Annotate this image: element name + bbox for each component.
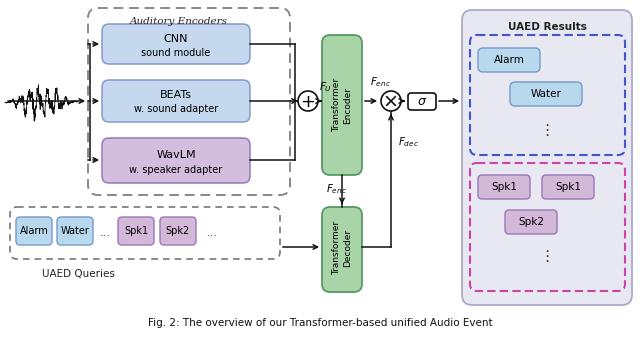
Text: Water: Water <box>531 89 561 99</box>
Text: $F_{enc}$: $F_{enc}$ <box>326 182 347 196</box>
Text: Transformer
Encoder: Transformer Encoder <box>332 78 352 132</box>
Text: Auditory Encoders: Auditory Encoders <box>130 17 228 26</box>
Text: UAED Queries: UAED Queries <box>42 269 115 279</box>
Text: Fig. 2: The overview of our Transformer-based unified Audio Event: Fig. 2: The overview of our Transformer-… <box>148 318 492 328</box>
Text: Water: Water <box>61 226 90 236</box>
Text: $F_U$: $F_U$ <box>319 80 332 94</box>
Text: ⋮: ⋮ <box>540 250 555 264</box>
FancyBboxPatch shape <box>102 138 250 183</box>
FancyBboxPatch shape <box>542 175 594 199</box>
FancyBboxPatch shape <box>510 82 582 106</box>
FancyBboxPatch shape <box>478 48 540 72</box>
Text: Alarm: Alarm <box>493 55 524 65</box>
FancyBboxPatch shape <box>462 10 632 305</box>
Text: Spk1: Spk1 <box>491 182 517 192</box>
Circle shape <box>298 91 318 111</box>
Text: sound module: sound module <box>141 48 211 58</box>
FancyBboxPatch shape <box>16 217 52 245</box>
Text: Spk2: Spk2 <box>518 217 544 227</box>
Text: Alarm: Alarm <box>20 226 49 236</box>
Text: Transformer
Decoder: Transformer Decoder <box>332 221 352 275</box>
FancyBboxPatch shape <box>322 207 362 292</box>
FancyBboxPatch shape <box>102 80 250 122</box>
Text: w. speaker adapter: w. speaker adapter <box>129 165 223 175</box>
FancyBboxPatch shape <box>118 217 154 245</box>
Text: ...: ... <box>100 228 111 238</box>
Text: WavLM: WavLM <box>156 150 196 160</box>
FancyBboxPatch shape <box>102 24 250 64</box>
Text: +: + <box>301 93 316 111</box>
Text: UAED Results: UAED Results <box>508 22 586 32</box>
Text: w. sound adapter: w. sound adapter <box>134 104 218 114</box>
Text: ...: ... <box>207 228 218 238</box>
Text: $\sigma$: $\sigma$ <box>417 95 427 108</box>
FancyBboxPatch shape <box>478 175 530 199</box>
Text: Spk2: Spk2 <box>166 226 190 236</box>
FancyBboxPatch shape <box>408 93 436 110</box>
FancyBboxPatch shape <box>322 35 362 175</box>
Circle shape <box>381 91 401 111</box>
FancyBboxPatch shape <box>57 217 93 245</box>
Text: Spk1: Spk1 <box>555 182 581 192</box>
Text: $F_{enc}$: $F_{enc}$ <box>370 75 391 89</box>
FancyBboxPatch shape <box>505 210 557 234</box>
Text: CNN: CNN <box>164 34 188 44</box>
Text: ⋮: ⋮ <box>540 122 555 137</box>
FancyBboxPatch shape <box>160 217 196 245</box>
Text: BEATs: BEATs <box>160 90 192 100</box>
Text: $F_{dec}$: $F_{dec}$ <box>398 135 419 149</box>
Text: Spk1: Spk1 <box>124 226 148 236</box>
